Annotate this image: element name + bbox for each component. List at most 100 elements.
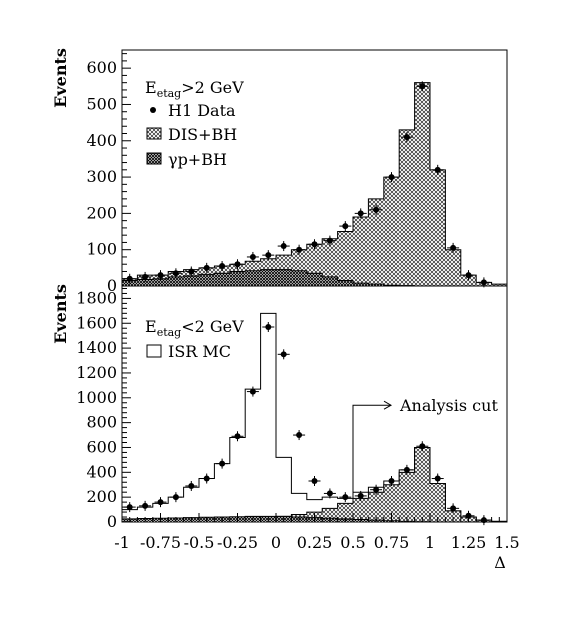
top-data-point xyxy=(323,235,336,246)
top-gammap-bh-bin xyxy=(137,279,153,286)
top-data-point xyxy=(431,164,444,175)
top-y-tick-label: 400 xyxy=(86,131,117,150)
bottom-y-tick-label: 400 xyxy=(86,462,117,481)
bottom-data-point xyxy=(354,490,367,501)
bottom-data-point xyxy=(293,430,306,441)
data-point-marker xyxy=(265,252,272,259)
bottom-y-tick-label: 1400 xyxy=(76,338,117,357)
bottom-y-axis-title: Events xyxy=(51,284,70,344)
data-point-marker xyxy=(157,272,164,279)
top-dis-bh-outline xyxy=(121,82,508,286)
bottom-data-point xyxy=(139,500,152,511)
x-axis: -1 -0.75 -0.5 -0.25 0 0.25 0.5 0.75 1 1.25 1.5 xyxy=(114,513,520,552)
top-data-point xyxy=(339,221,352,232)
bottom-data-point xyxy=(447,503,460,514)
top-gammap-bh-bin xyxy=(183,275,199,286)
top-data-point xyxy=(200,262,213,273)
bottom-y-tick-label: 1200 xyxy=(76,363,117,382)
bottom-isr-mc-bin xyxy=(261,313,276,522)
bottom-dis-bh-bin xyxy=(414,447,430,522)
top-data-point xyxy=(477,277,490,288)
top-histogram-marks xyxy=(121,81,508,288)
bottom-isr-mc-bin xyxy=(245,389,260,522)
legend-isr-mc-swatch xyxy=(146,344,162,358)
top-gammap-bh-bin xyxy=(199,274,215,286)
top-gammap-bh-bin xyxy=(260,269,276,286)
bottom-data-point xyxy=(416,441,429,452)
bottom-isr-mc-bin xyxy=(230,438,245,522)
data-point-marker xyxy=(157,499,164,506)
top-series-gammap-bh xyxy=(121,269,507,287)
legend-dis-bh-swatch xyxy=(146,127,162,140)
data-point-marker xyxy=(357,210,364,217)
bottom-data-point xyxy=(339,492,352,503)
analysis-cut-line xyxy=(352,404,391,499)
top-legend-entry-gammap-bh: γp+BH xyxy=(168,150,227,169)
top-y-axis-title: Events xyxy=(51,48,70,108)
data-point-marker xyxy=(126,504,133,511)
data-point-marker xyxy=(172,270,179,277)
bottom-data-point xyxy=(385,476,398,487)
top-gammap-bh-bin xyxy=(306,273,323,286)
top-data-point xyxy=(385,172,398,183)
top-data-point xyxy=(354,208,367,219)
top-data-point xyxy=(416,81,429,92)
top-y-tick-label: 300 xyxy=(86,167,117,186)
top-y-tick-label: 0 xyxy=(107,276,117,295)
data-point-marker xyxy=(296,432,303,439)
top-data-point xyxy=(154,270,167,281)
bottom-dis-bh-bin xyxy=(430,483,446,522)
top-data-point xyxy=(293,244,306,255)
data-point-marker xyxy=(142,273,149,280)
data-point-marker xyxy=(419,83,426,90)
bottom-data-point xyxy=(169,492,182,503)
bottom-data-point xyxy=(200,473,213,484)
data-point-marker xyxy=(403,134,410,141)
data-point-marker xyxy=(311,478,318,485)
data-point-marker xyxy=(219,263,226,270)
top-legend: Eetag>2 GeV H1 Data DIS+BH γp+BH xyxy=(145,78,244,169)
top-y-axis: 0 100 200 300 400 500 600 xyxy=(86,53,131,295)
data-point-marker xyxy=(203,264,210,271)
data-point-marker xyxy=(296,246,303,253)
top-y-tick-label: 200 xyxy=(86,203,117,222)
data-point-marker xyxy=(434,166,441,173)
bottom-data-point xyxy=(400,464,413,475)
bottom-legend: Eetag<2 GeV ISR MC xyxy=(145,317,244,361)
bottom-data-point xyxy=(123,502,136,513)
x-tick-label: 1 xyxy=(425,533,435,552)
data-point-marker xyxy=(219,460,226,467)
data-point-marker xyxy=(326,490,333,497)
data-point-marker xyxy=(357,492,364,499)
data-point-marker xyxy=(311,241,318,248)
top-y-tick-label: 100 xyxy=(86,240,117,259)
top-gammap-bh-bin xyxy=(229,271,246,286)
data-point-marker xyxy=(188,482,195,489)
data-point-marker xyxy=(342,223,349,230)
top-dis-bh-bin xyxy=(445,249,461,286)
top-dis-bh-bin xyxy=(353,217,369,286)
bottom-y-tick-label: 200 xyxy=(86,487,117,506)
data-point-marker xyxy=(480,279,487,286)
bottom-data-point xyxy=(216,458,229,469)
bottom-data-point xyxy=(323,488,336,499)
data-point-marker xyxy=(142,502,149,509)
data-point-marker xyxy=(280,243,287,250)
top-data-point xyxy=(262,250,275,261)
top-data-point xyxy=(462,270,475,281)
bottom-data-point xyxy=(277,349,290,360)
bottom-data-point xyxy=(154,497,167,508)
data-point-marker xyxy=(234,261,241,268)
data-point-marker xyxy=(419,443,426,450)
top-panel: 0 100 200 300 400 500 600 Events Eetag>2 GeV H… xyxy=(51,48,508,295)
data-point-marker xyxy=(434,475,441,482)
x-tick-label: -1 xyxy=(114,533,130,552)
x-tick-label: 0.25 xyxy=(297,533,333,552)
top-gammap-bh-bin xyxy=(291,270,307,286)
bottom-dis-bh-bin xyxy=(368,492,384,522)
top-gammap-bh-bin xyxy=(168,276,184,286)
top-dis-bh-bin xyxy=(491,284,507,286)
top-data-point xyxy=(139,271,152,282)
top-data-point xyxy=(370,204,383,215)
